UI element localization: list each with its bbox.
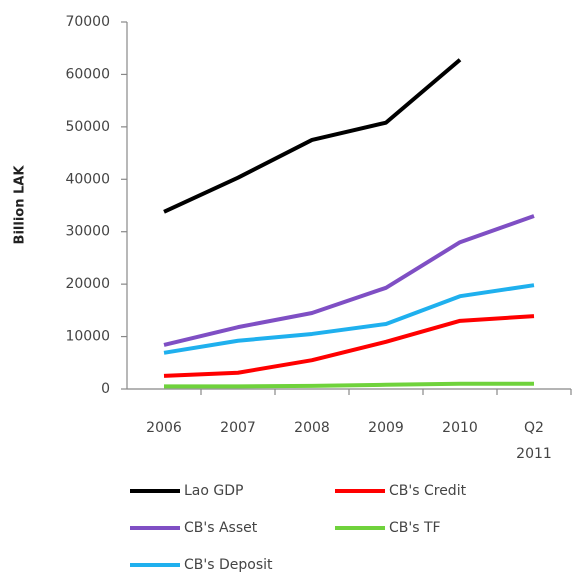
series-line (163, 283, 535, 355)
legend-label: CB's Deposit (184, 557, 273, 573)
series-line (163, 314, 535, 378)
x-tick-label: Q2 2011 (516, 420, 552, 462)
x-tick-label: 2007 (220, 420, 256, 436)
legend-label: CB's Asset (184, 520, 258, 536)
x-tick-label: 2008 (294, 420, 330, 436)
y-tick-label: 40000 (65, 171, 110, 187)
y-tick-label: 60000 (65, 66, 110, 82)
y-tick-label: 50000 (65, 119, 110, 135)
y-axis-label: Billion LAK (13, 165, 28, 245)
x-tick-label: 2010 (442, 420, 478, 436)
y-tick-label: 70000 (65, 14, 110, 30)
legend-label: CB's Credit (389, 483, 467, 499)
x-tick-label: 2009 (368, 420, 404, 436)
y-tick-label: 10000 (65, 329, 110, 345)
y-tick-label: 30000 (65, 224, 110, 240)
series-line (163, 214, 535, 347)
legend-label: CB's TF (389, 520, 441, 536)
x-tick-label: 2006 (146, 420, 182, 436)
y-tick-label: 0 (101, 381, 110, 397)
y-tick-label: 20000 (65, 276, 110, 292)
legend-label: Lao GDP (184, 483, 243, 499)
series-line (164, 381, 534, 389)
series-line (163, 58, 462, 214)
